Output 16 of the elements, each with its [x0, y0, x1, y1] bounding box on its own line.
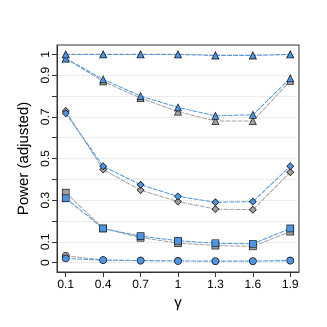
x-tick-label: 0.1	[57, 277, 74, 291]
x-tick-label: 0.7	[132, 277, 150, 291]
y-tick-label: 0.1	[38, 233, 52, 250]
x-axis-title: γ	[174, 294, 182, 311]
x-tick-label: 1.6	[244, 277, 262, 291]
y-tick-label: 0.7	[38, 108, 52, 126]
y-tick-label: 0	[38, 258, 52, 266]
y-tick-label: 0.3	[38, 191, 52, 208]
y-tick-label: 0.5	[38, 150, 52, 167]
x-tick-label: 1	[174, 277, 182, 291]
y-tick-label: 0.9	[38, 66, 52, 84]
x-tick-label: 1.3	[207, 277, 224, 291]
x-tick-label: 1.9	[282, 277, 299, 291]
x-tick-label: 0.4	[94, 277, 112, 291]
y-tick-label: 1	[38, 50, 52, 58]
y-axis-title: Power (adjusted)	[15, 102, 32, 216]
